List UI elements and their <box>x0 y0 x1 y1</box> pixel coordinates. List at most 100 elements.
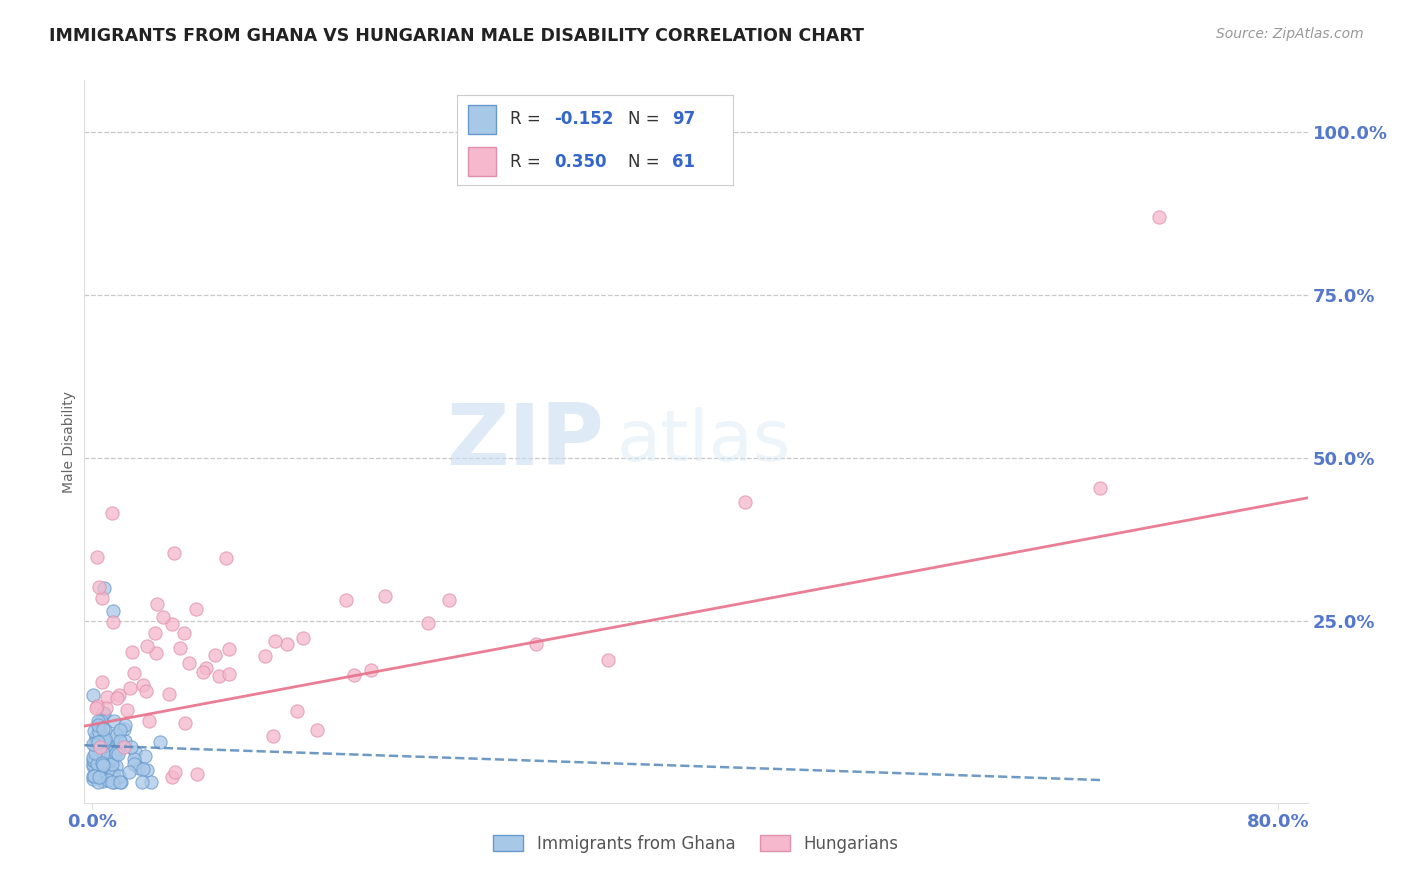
Point <box>524 637 547 651</box>
Point <box>138 714 160 728</box>
Point <box>218 667 240 681</box>
Point <box>101 756 124 771</box>
Point <box>204 648 226 662</box>
Point <box>87 721 110 735</box>
Point <box>93 706 115 721</box>
Point <box>114 718 136 732</box>
Point <box>173 716 195 731</box>
Text: atlas: atlas <box>616 407 790 476</box>
Point <box>97 773 120 788</box>
Point <box>89 739 111 754</box>
Point <box>84 730 107 744</box>
Point <box>84 729 107 743</box>
Point <box>128 761 150 775</box>
Point <box>86 735 108 749</box>
Legend: Immigrants from Ghana, Hungarians: Immigrants from Ghana, Hungarians <box>486 828 905 860</box>
Point <box>131 775 153 789</box>
Point <box>107 768 129 782</box>
Point <box>91 723 114 737</box>
Point <box>157 687 180 701</box>
Point <box>86 728 108 742</box>
Point <box>101 771 124 785</box>
Point <box>152 609 174 624</box>
Point <box>94 762 117 776</box>
Point <box>132 762 155 776</box>
Point <box>89 735 111 749</box>
Text: Source: ZipAtlas.com: Source: ZipAtlas.com <box>1216 27 1364 41</box>
Point <box>207 669 229 683</box>
Point <box>120 681 142 696</box>
Point <box>262 729 284 743</box>
Point <box>191 665 214 680</box>
Point <box>437 593 460 607</box>
Point <box>96 758 118 772</box>
Point <box>82 757 104 772</box>
Point <box>86 757 108 772</box>
Point <box>162 616 184 631</box>
Point <box>89 744 111 758</box>
Point <box>84 700 107 714</box>
Point <box>292 631 315 645</box>
Point <box>101 765 124 780</box>
Point <box>101 615 124 629</box>
Point <box>169 640 191 655</box>
Point <box>1149 210 1171 224</box>
Point <box>596 653 619 667</box>
Point <box>104 746 127 760</box>
Point <box>335 593 357 607</box>
Point <box>105 759 128 773</box>
Point <box>90 714 112 728</box>
Text: IMMIGRANTS FROM GHANA VS HUNGARIAN MALE DISABILITY CORRELATION CHART: IMMIGRANTS FROM GHANA VS HUNGARIAN MALE … <box>49 27 865 45</box>
Point <box>360 664 382 678</box>
Point <box>90 591 112 606</box>
Point <box>276 637 298 651</box>
Point <box>87 580 110 594</box>
Point <box>91 706 114 721</box>
Point <box>100 775 122 789</box>
Point <box>163 764 186 779</box>
Point <box>86 698 108 713</box>
Point <box>149 735 172 749</box>
Point <box>194 660 217 674</box>
Point <box>134 749 156 764</box>
Point <box>90 734 112 748</box>
Point <box>96 690 118 704</box>
Point <box>91 675 114 690</box>
Point <box>94 758 117 772</box>
Point <box>264 633 287 648</box>
Point <box>86 748 108 763</box>
Point <box>112 739 135 754</box>
Point <box>91 757 114 772</box>
Point <box>101 506 124 520</box>
Point <box>87 714 110 729</box>
Point <box>112 723 135 737</box>
Point <box>91 766 114 780</box>
Point <box>94 739 117 753</box>
Point <box>97 772 120 786</box>
Point <box>87 725 110 739</box>
Point <box>89 740 111 755</box>
Point <box>105 691 128 706</box>
Point <box>108 733 131 747</box>
Point <box>82 688 104 702</box>
Point <box>86 734 108 748</box>
Point <box>734 494 756 508</box>
Point <box>122 666 145 681</box>
Text: ZIP: ZIP <box>447 400 605 483</box>
Point <box>87 775 110 789</box>
Point <box>135 683 157 698</box>
Point <box>82 737 104 751</box>
Point <box>91 756 114 770</box>
Point <box>136 639 159 653</box>
Point <box>124 752 146 766</box>
Point <box>110 775 132 789</box>
Point <box>84 746 107 760</box>
Point <box>82 770 104 784</box>
Point <box>285 704 308 718</box>
Point <box>91 773 114 788</box>
Point <box>136 764 159 778</box>
Point <box>118 764 141 779</box>
Point <box>143 626 166 640</box>
Point <box>91 756 114 771</box>
Point <box>83 755 105 769</box>
